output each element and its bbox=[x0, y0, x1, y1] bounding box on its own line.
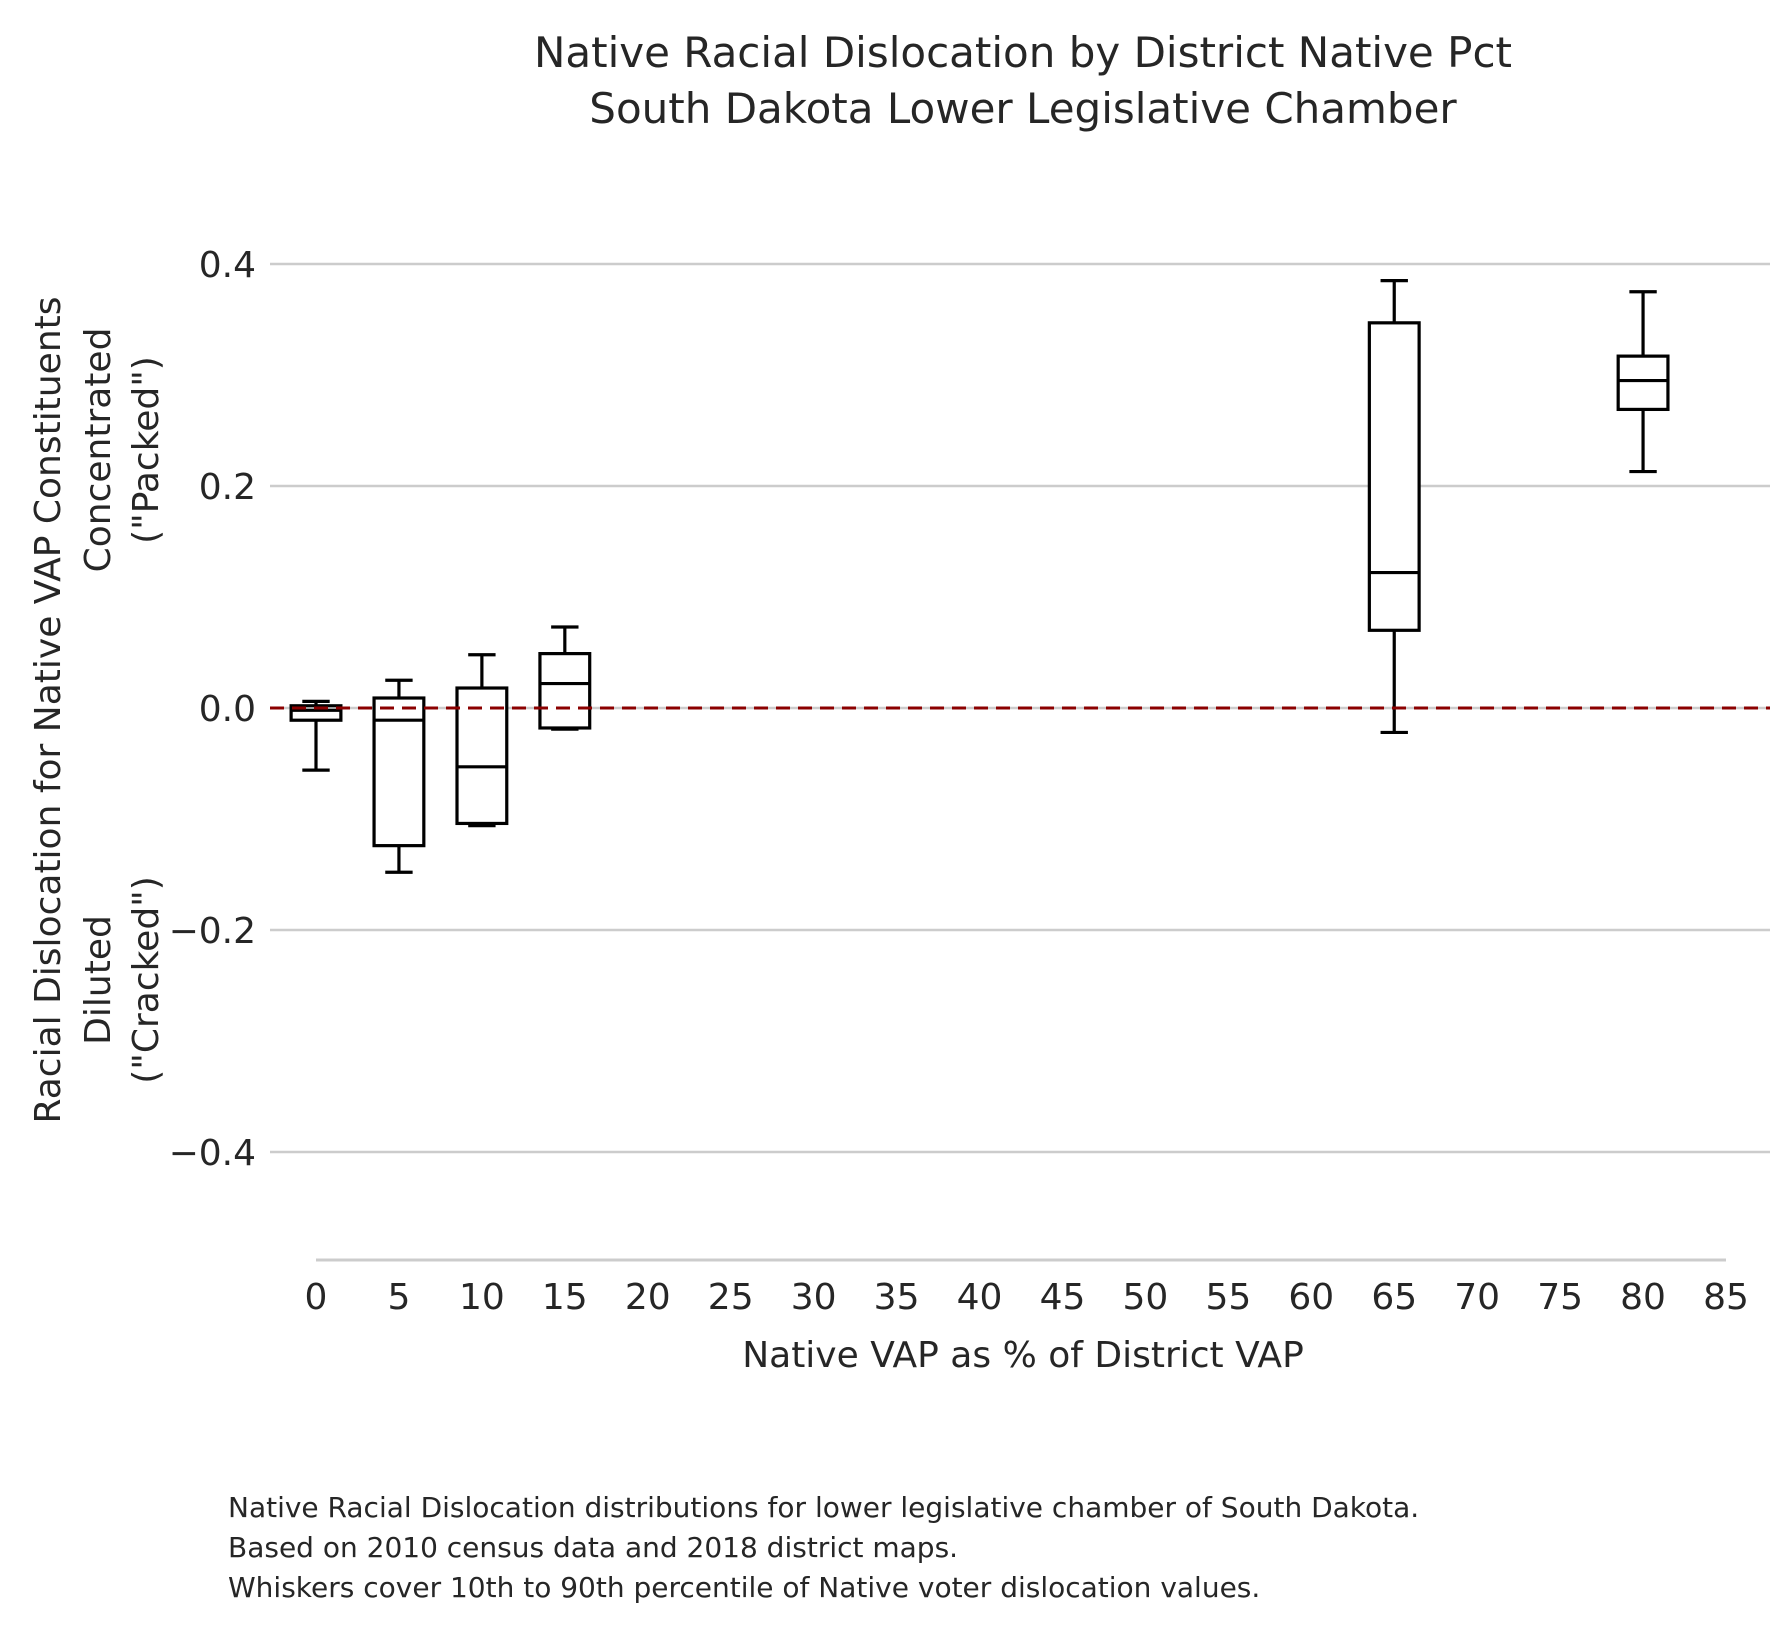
x-tick-label: 55 bbox=[1205, 1277, 1251, 1318]
chart-title-line-2: South Dakota Lower Legislative Chamber bbox=[589, 84, 1457, 133]
y-annotation-cracked: ("Cracked") bbox=[126, 876, 167, 1084]
x-tick-label: 0 bbox=[305, 1277, 328, 1318]
x-tick-label: 35 bbox=[874, 1277, 920, 1318]
x-tick-label: 85 bbox=[1703, 1277, 1749, 1318]
x-tick-label: 10 bbox=[459, 1277, 505, 1318]
y-annotation-concentrated: Concentrated bbox=[78, 328, 119, 573]
box-iqr bbox=[1616, 354, 1670, 412]
box-group bbox=[455, 653, 509, 828]
x-tick-label: 50 bbox=[1123, 1277, 1169, 1318]
y-axis-label: Racial Dislocation for Native VAP Consti… bbox=[28, 296, 69, 1123]
chart-title-line-1: Native Racial Dislocation by District Na… bbox=[534, 28, 1512, 77]
x-tick-label: 25 bbox=[708, 1277, 754, 1318]
x-tick-label: 80 bbox=[1620, 1277, 1666, 1318]
caption-line-1: Native Racial Dislocation distributions … bbox=[228, 1491, 1419, 1524]
box-group bbox=[372, 678, 426, 874]
box-iqr bbox=[538, 652, 592, 730]
x-tick-label: 20 bbox=[625, 1277, 671, 1318]
box-group bbox=[1367, 279, 1421, 735]
x-tick-label: 30 bbox=[791, 1277, 837, 1318]
x-tick-label: 75 bbox=[1537, 1277, 1583, 1318]
box-plots bbox=[289, 279, 1670, 874]
box-group bbox=[1616, 290, 1670, 474]
y-annotation-diluted: Diluted bbox=[78, 915, 119, 1045]
box-group bbox=[289, 699, 343, 772]
box-group bbox=[538, 625, 592, 731]
x-tick-label: 5 bbox=[387, 1277, 410, 1318]
y-tick-label: −0.2 bbox=[169, 911, 256, 952]
box-iqr bbox=[455, 686, 509, 826]
y-tick-labels: 0.4 0.2 0.0 −0.2 −0.4 bbox=[169, 245, 256, 1174]
x-tick-label: 60 bbox=[1288, 1277, 1334, 1318]
y-tick-label: −0.4 bbox=[169, 1133, 256, 1174]
y-tick-label: 0.0 bbox=[199, 689, 256, 730]
x-tick-label: 40 bbox=[957, 1277, 1003, 1318]
x-tick-label: 45 bbox=[1040, 1277, 1086, 1318]
x-tick-label: 15 bbox=[542, 1277, 588, 1318]
y-tick-label: 0.4 bbox=[199, 245, 256, 286]
caption-line-3: Whiskers cover 10th to 90th percentile o… bbox=[228, 1571, 1260, 1604]
x-tick-labels: 0 5 10 15 20 25 30 35 40 45 50 55 60 65 70 75 80 85 bbox=[305, 1277, 1749, 1318]
x-tick-label: 70 bbox=[1454, 1277, 1500, 1318]
y-tick-label: 0.2 bbox=[199, 467, 256, 508]
caption-line-2: Based on 2010 census data and 2018 distr… bbox=[228, 1531, 958, 1564]
y-annotation-packed: ("Packed") bbox=[126, 356, 167, 544]
box-iqr bbox=[1367, 321, 1421, 632]
x-tick-label: 65 bbox=[1371, 1277, 1417, 1318]
x-axis-label: Native VAP as % of District VAP bbox=[742, 1335, 1304, 1376]
box-iqr bbox=[372, 696, 426, 848]
